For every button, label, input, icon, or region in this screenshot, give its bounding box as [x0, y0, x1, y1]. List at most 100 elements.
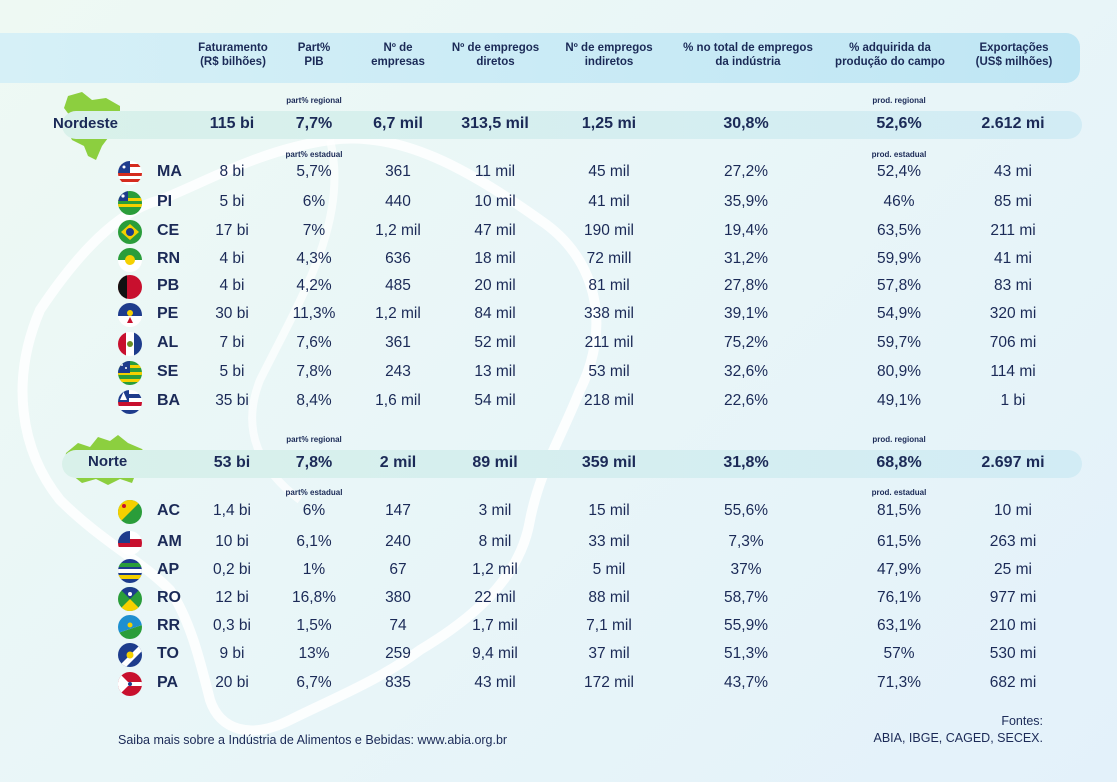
nordeste-summary-total-industria: 30,8% — [723, 115, 769, 132]
flag-se-icon — [118, 361, 142, 385]
norte-summary-bar — [62, 450, 1082, 478]
flag-ba-icon — [118, 390, 142, 414]
cell-exportacoes: 320 mi — [989, 305, 1037, 322]
cell-empresas: 361 — [385, 163, 411, 180]
cell-indiretos: 53 mil — [588, 363, 630, 380]
state-code: MA — [157, 163, 182, 180]
norte-summary-producao-campo: 68,8% — [876, 454, 922, 471]
cell-total-industria: 22,6% — [724, 392, 768, 409]
norte-note-prod-regional: prod. regional — [872, 435, 926, 444]
cell-diretos: 11 mil — [474, 163, 516, 180]
cell-total-industria: 55,9% — [724, 617, 768, 634]
cell-total-industria: 31,2% — [724, 250, 768, 267]
header-exportacoes: Exportações (US$ milhões) — [975, 42, 1053, 68]
cell-faturamento: 9 bi — [219, 645, 245, 662]
cell-diretos: 47 mil — [474, 222, 516, 239]
cell-indiretos: 37 mil — [588, 645, 630, 662]
cell-producao-campo: 81,5% — [877, 502, 921, 519]
state-code: PE — [157, 305, 179, 322]
cell-faturamento: 1,4 bi — [213, 502, 251, 519]
cell-exportacoes: 263 mi — [989, 533, 1037, 550]
cell-exportacoes: 210 mi — [989, 617, 1037, 634]
cell-exportacoes: 85 mi — [994, 193, 1032, 210]
cell-exportacoes: 682 mi — [989, 674, 1037, 691]
flag-pi-icon — [118, 191, 142, 215]
cell-producao-campo: 80,9% — [877, 363, 921, 380]
cell-exportacoes: 10 mi — [994, 502, 1032, 519]
nordeste-label: Nordeste — [53, 115, 119, 132]
cell-total-industria: 43,7% — [724, 674, 768, 691]
cell-empresas: 636 — [385, 250, 411, 267]
nordeste-summary-diretos: 313,5 mil — [461, 115, 529, 132]
footer-saiba-mais: Saiba mais sobre a Indústria de Alimento… — [118, 733, 508, 747]
cell-total-industria: 19,4% — [724, 222, 768, 239]
header-indiretos: Nº de empregos indiretos — [565, 42, 653, 68]
state-code: TO — [157, 645, 179, 662]
cell-indiretos: 190 mil — [584, 222, 634, 239]
cell-producao-campo: 59,9% — [877, 250, 921, 267]
norte-summary-indiretos: 359 mil — [581, 454, 637, 471]
cell-diretos: 20 mil — [474, 277, 516, 294]
state-code: CE — [157, 222, 180, 239]
flag-pe-icon — [118, 303, 142, 327]
cell-pib: 7,8% — [296, 363, 332, 380]
cell-indiretos: 81 mil — [588, 277, 630, 294]
state-code: RR — [157, 617, 181, 634]
cell-pib: 8,4% — [296, 392, 332, 409]
cell-pib: 6% — [302, 502, 326, 519]
state-code: AM — [157, 533, 182, 550]
state-code: PI — [157, 193, 173, 210]
cell-pib: 1% — [302, 561, 326, 578]
nordeste-note-prod-regional: prod. regional — [872, 96, 926, 105]
norte-summary-faturamento: 53 bi — [213, 454, 251, 471]
cell-diretos: 13 mil — [474, 363, 516, 380]
cell-exportacoes: 83 mi — [994, 277, 1032, 294]
cell-total-industria: 51,3% — [724, 645, 768, 662]
cell-faturamento: 5 bi — [219, 363, 245, 380]
cell-faturamento: 0,2 bi — [213, 561, 251, 578]
state-code: RN — [157, 250, 181, 267]
cell-total-industria: 27,8% — [724, 277, 768, 294]
cell-diretos: 9,4 mil — [472, 645, 518, 662]
norte-note-pib-regional: part% regional — [286, 435, 342, 444]
cell-faturamento: 7 bi — [219, 334, 245, 351]
cell-exportacoes: 211 mi — [990, 222, 1036, 239]
nordeste-summary-bar — [62, 111, 1082, 139]
cell-diretos: 18 mil — [474, 250, 516, 267]
nordeste-summary-faturamento: 115 bi — [209, 115, 255, 132]
cell-diretos: 43 mil — [474, 674, 516, 691]
cell-exportacoes: 41 mi — [994, 250, 1032, 267]
nordeste-note-pib-regional: part% regional — [286, 96, 342, 105]
cell-total-industria: 75,2% — [724, 334, 768, 351]
cell-exportacoes: 706 mi — [989, 334, 1037, 351]
cell-indiretos: 218 mil — [584, 392, 634, 409]
nordeste-summary-empresas: 6,7 mil — [373, 115, 423, 132]
cell-empresas: 259 — [385, 645, 411, 662]
cell-empresas: 240 — [385, 533, 411, 550]
cell-total-industria: 55,6% — [724, 502, 768, 519]
nordeste-note-pib-estadual: part% estadual — [285, 150, 343, 159]
cell-producao-campo: 61,5% — [877, 533, 921, 550]
state-code: AP — [157, 561, 180, 578]
cell-pib: 6,1% — [296, 533, 332, 550]
cell-total-industria: 32,6% — [724, 363, 768, 380]
cell-faturamento: 35 bi — [215, 392, 249, 409]
cell-faturamento: 5 bi — [219, 193, 245, 210]
cell-indiretos: 172 mil — [584, 674, 634, 691]
cell-exportacoes: 25 mi — [994, 561, 1032, 578]
cell-indiretos: 41 mil — [588, 193, 630, 210]
cell-faturamento: 0,3 bi — [213, 617, 251, 634]
header-producao-campo: % adquirida da produção do campo — [835, 42, 945, 68]
cell-diretos: 22 mil — [474, 589, 516, 606]
flag-ap-icon — [118, 559, 142, 583]
cell-total-industria: 37% — [730, 561, 762, 578]
flag-ce-icon — [118, 220, 142, 244]
nordeste-note-prod-estadual: prod. estadual — [871, 150, 927, 159]
cell-faturamento: 20 bi — [215, 674, 249, 691]
cell-total-industria: 27,2% — [724, 163, 768, 180]
cell-exportacoes: 114 mi — [990, 363, 1036, 380]
footer-fontes-label: Fontes: — [1001, 714, 1043, 728]
cell-diretos: 52 mil — [474, 334, 516, 351]
cell-empresas: 1,2 mil — [375, 222, 421, 239]
cell-empresas: 380 — [385, 589, 411, 606]
